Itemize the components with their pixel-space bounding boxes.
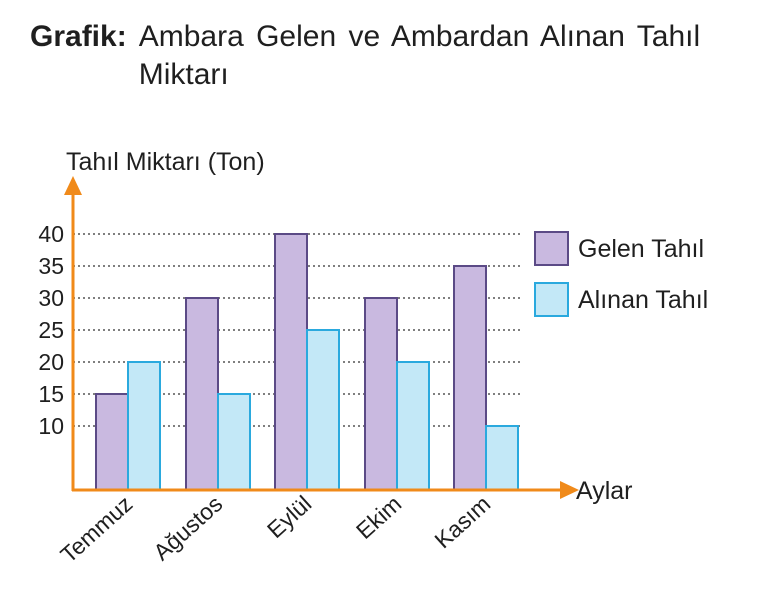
y-tick-label-40: 40: [38, 221, 64, 247]
y-tick-label-30: 30: [38, 285, 64, 311]
legend-swatch-alinan: [534, 282, 569, 317]
legend-swatch-gelen: [534, 231, 569, 266]
chart-title-block: Grafik: Ambara Gelen ve Ambardan Alınan …: [30, 18, 760, 93]
x-axis-arrow: [560, 481, 579, 499]
bar-alinan-Eylül: [306, 329, 340, 491]
bar-alinan-Temmuz: [127, 361, 161, 491]
bar-gelen-Ekim: [364, 297, 398, 491]
y-tick-label-20: 20: [38, 349, 64, 375]
y-tick-labels: 10 15 20 25 30 35 40: [38, 221, 64, 439]
axes-group: [64, 176, 579, 499]
x-tick-label-Kasım: Kasım: [430, 490, 496, 553]
bar-gelen-Eylül: [274, 233, 308, 491]
chart-title: Ambara Gelen ve Ambardan Alınan Tahıl Mi…: [138, 20, 701, 91]
x-tick-label-Temmuz: Temmuz: [55, 490, 137, 567]
chart-title-prefix: Grafik:: [30, 20, 127, 53]
bar-alinan-Ekim: [396, 361, 430, 491]
y-axis-label: Tahıl Miktarı (Ton): [66, 148, 265, 176]
legend-label-alinan: Alınan Tahıl: [578, 286, 708, 314]
bars-group: [95, 233, 519, 491]
y-tick-label-35: 35: [38, 253, 64, 279]
bar-alinan-Kasım: [485, 425, 519, 491]
y-tick-label-10: 10: [38, 413, 64, 439]
legend: Gelen Tahıl Alınan Tahıl: [534, 231, 708, 317]
legend-label-gelen: Gelen Tahıl: [578, 235, 704, 263]
x-tick-label-Ekim: Ekim: [351, 490, 406, 544]
x-tick-label-Ağustos: Ağustos: [148, 490, 227, 565]
bar-gelen-Kasım: [453, 265, 487, 491]
bar-gelen-Ağustos: [185, 297, 219, 491]
x-tick-label-Eylül: Eylül: [262, 490, 316, 543]
y-tick-label-15: 15: [38, 381, 64, 407]
chart-title-row: Grafik: Ambara Gelen ve Ambardan Alınan …: [30, 18, 760, 93]
y-axis-arrow: [64, 176, 82, 195]
bar-alinan-Ağustos: [217, 393, 251, 491]
x-axis-label: Aylar: [576, 477, 633, 505]
y-tick-label-25: 25: [38, 317, 64, 343]
bar-gelen-Temmuz: [95, 393, 129, 491]
x-tick-labels: Temmuz Ağustos Eylül Ekim Kasım: [55, 490, 495, 567]
